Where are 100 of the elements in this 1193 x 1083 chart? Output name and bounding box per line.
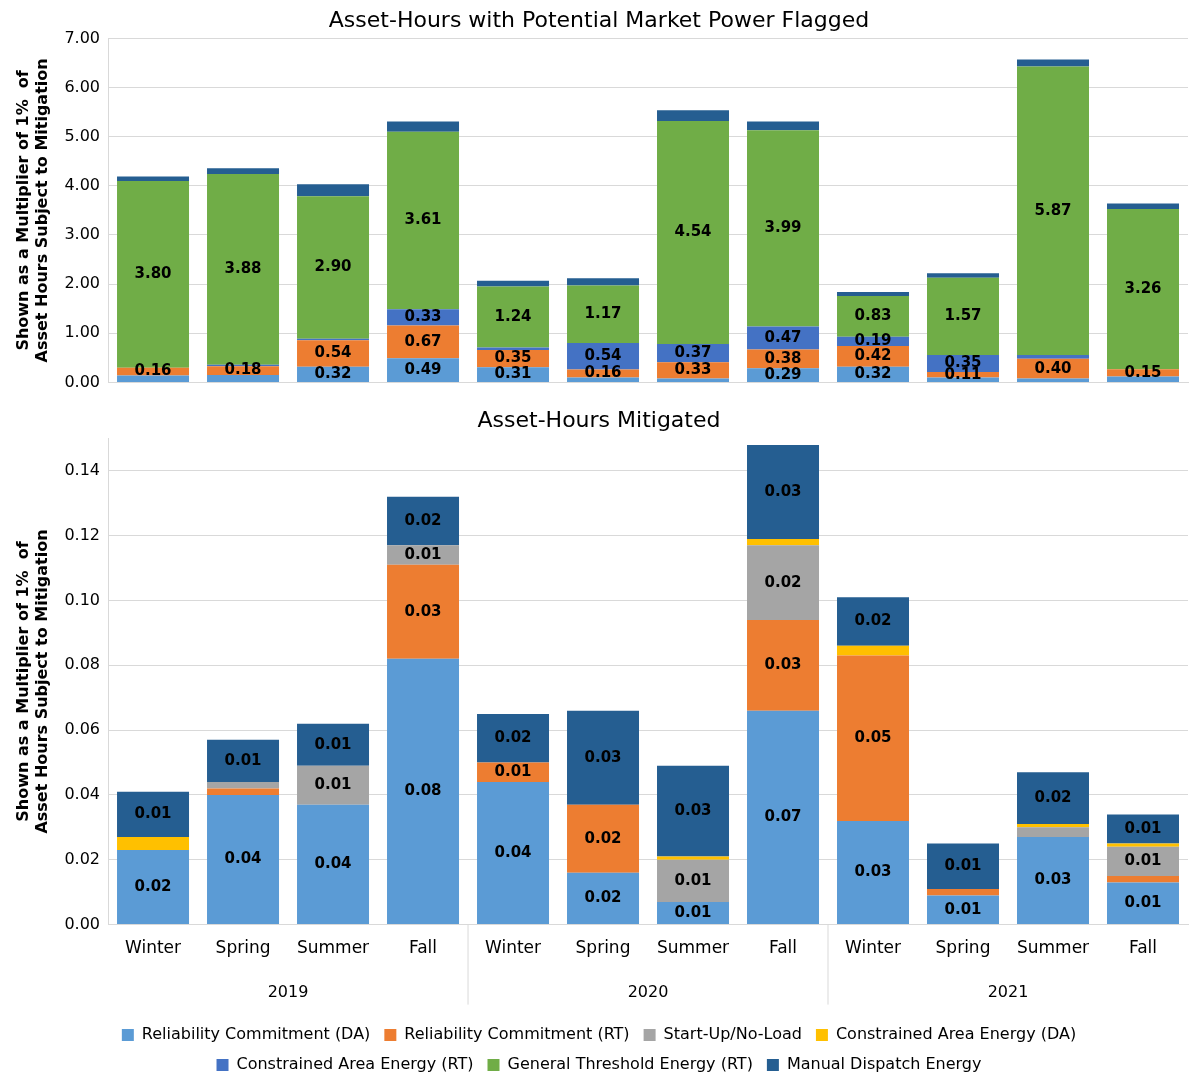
data-label: 1.24: [494, 306, 532, 325]
y-tick-label: 4.00: [64, 174, 101, 194]
data-label: 0.02: [1034, 788, 1072, 807]
data-label: 0.05: [854, 728, 892, 747]
x-tick-label: Winter: [844, 937, 902, 958]
data-label: 0.02: [584, 888, 622, 907]
bar: [927, 843, 999, 889]
data-label: 0.01: [314, 734, 352, 753]
data-label: 0.01: [404, 544, 442, 563]
bar: [207, 739, 280, 782]
data-label: 3.80: [134, 264, 172, 283]
y-tick-label: 5.00: [64, 125, 101, 145]
data-label: 3.99: [764, 218, 802, 237]
data-label: 1.57: [944, 306, 982, 325]
data-label: 0.01: [1124, 851, 1162, 870]
y-tick-label: 3.00: [64, 224, 101, 244]
data-label: 0.03: [764, 655, 802, 674]
data-label: 0.02: [854, 611, 892, 630]
bar: [927, 273, 999, 278]
data-label: 0.01: [944, 899, 982, 918]
bar: [207, 788, 280, 795]
text: 2021: [987, 981, 1029, 1001]
bar: [747, 121, 820, 131]
x-tick-label: Winter: [125, 937, 182, 958]
bar: [387, 564, 460, 659]
x-tick-label: Fall: [768, 937, 798, 958]
y-axis-title: Shown as a Multiplier of 1% of Asset Hours Subject to Mitigation: [12, 58, 51, 363]
y-tick-label: 6.00: [64, 76, 101, 96]
data-label: 0.38: [764, 348, 802, 367]
bar: [927, 888, 999, 896]
bar: [297, 765, 370, 805]
bar: [477, 713, 550, 763]
data-label: 0.01: [134, 804, 172, 823]
legend-label: Manual Dispatch Energy: [786, 1054, 982, 1074]
x-tick-label: Summer: [1016, 937, 1090, 958]
bar: [117, 850, 190, 925]
bar: [387, 658, 460, 925]
x-tick-label: Spring: [215, 937, 271, 958]
bar: [657, 859, 730, 902]
bar: [297, 184, 370, 197]
y-tick-label: 0.04: [64, 784, 101, 804]
bar: [837, 291, 910, 296]
data-label: 0.04: [494, 842, 532, 861]
data-label: 0.01: [314, 775, 352, 794]
y-tick-label: 1.00: [64, 322, 101, 342]
data-label: 0.01: [674, 902, 712, 921]
data-label: 0.03: [854, 862, 892, 881]
data-label: 2.90: [314, 257, 352, 276]
x-tick-label: Fall: [1128, 937, 1158, 958]
bar: [747, 538, 820, 546]
data-label: 0.03: [764, 481, 802, 500]
data-label: 3.88: [224, 259, 262, 278]
bar: [747, 444, 820, 539]
data-label: 0.54: [314, 343, 352, 362]
data-label: 0.16: [584, 363, 622, 382]
data-label: 3.26: [1124, 278, 1162, 297]
bar: [297, 196, 370, 339]
data-label: 0.02: [404, 510, 442, 529]
bar: [567, 872, 640, 925]
legend-label: Reliability Commitment (RT): [404, 1024, 630, 1044]
bar: [1107, 882, 1179, 925]
data-label: 0.01: [224, 750, 262, 769]
data-label: 0.29: [764, 364, 802, 383]
text: 2019: [267, 981, 309, 1001]
bar: [387, 496, 460, 546]
data-label: 0.33: [674, 360, 712, 379]
data-label: 1.17: [584, 304, 622, 323]
x-tick-label: Summer: [296, 937, 370, 958]
chart-title: Asset-Hours with Potential Market Power Flagged: [328, 6, 870, 32]
bar: [657, 765, 730, 857]
data-label: 0.32: [314, 364, 352, 383]
bar: [1107, 376, 1179, 382]
bar: [1017, 824, 1089, 828]
bar: [1017, 354, 1089, 359]
bar: [117, 791, 190, 838]
x-tick-label: Spring: [575, 937, 631, 958]
data-label: 0.37: [674, 343, 712, 362]
data-label: 0.01: [1124, 818, 1162, 837]
data-label: 0.01: [944, 856, 982, 875]
bar: [567, 710, 640, 805]
bar: [297, 723, 370, 766]
bar: [1107, 875, 1179, 883]
y-tick-label: 0.10: [64, 589, 101, 609]
data-label: 0.02: [134, 876, 172, 895]
y-tick-label: 0.02: [64, 848, 101, 868]
bar: [1107, 843, 1179, 847]
data-label: 0.40: [1034, 358, 1072, 377]
bar: [477, 781, 550, 925]
bar: [657, 120, 730, 345]
bar: [1017, 378, 1089, 382]
y-tick-label: 0.06: [64, 719, 101, 739]
legend-label: Start-Up/No-Load: [663, 1024, 802, 1044]
data-label: 0.08: [404, 781, 442, 800]
x-tick-label: Winter: [484, 937, 542, 958]
y-tick-label: 0.12: [64, 524, 101, 544]
bar: [117, 837, 190, 851]
data-label: 0.02: [494, 728, 532, 747]
data-label: 0.03: [584, 747, 622, 766]
bar: [747, 545, 820, 620]
data-label: 0.01: [494, 762, 532, 781]
